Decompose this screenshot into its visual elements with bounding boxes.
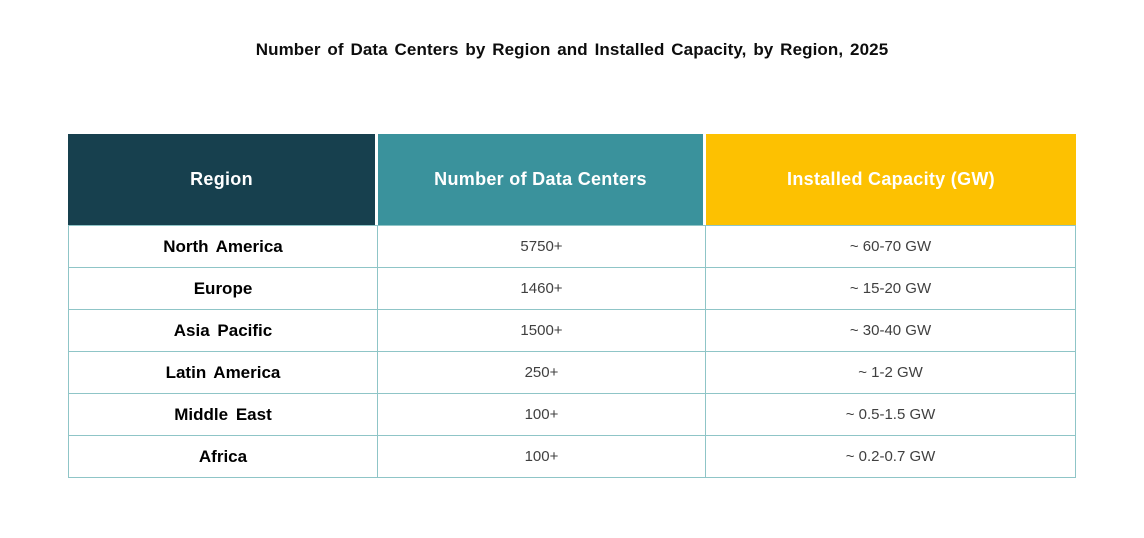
table-row: North America 5750+ ~ 60-70 GW — [68, 225, 1076, 268]
table-row: Asia Pacific 1500+ ~ 30-40 GW — [68, 310, 1076, 352]
cell-data-centers: 5750+ — [378, 225, 706, 268]
cell-data-centers: 100+ — [378, 436, 706, 478]
cell-capacity: ~ 0.2-0.7 GW — [706, 436, 1076, 478]
column-header-installed-capacity: Installed Capacity (GW) — [706, 134, 1076, 225]
cell-capacity: ~ 30-40 GW — [706, 310, 1076, 352]
cell-capacity: ~ 1-2 GW — [706, 352, 1076, 394]
table-row: Africa 100+ ~ 0.2-0.7 GW — [68, 436, 1076, 478]
figure-title: Number of Data Centers by Region and Ins… — [255, 40, 889, 59]
column-header-data-centers: Number of Data Centers — [378, 134, 706, 225]
cell-region: Latin America — [68, 352, 378, 394]
cell-region: Africa — [68, 436, 378, 478]
cell-region: Europe — [68, 268, 378, 310]
table-row: Latin America 250+ ~ 1-2 GW — [68, 352, 1076, 394]
cell-region: Middle East — [68, 394, 378, 436]
cell-region: North America — [68, 225, 378, 268]
cell-capacity: ~ 60-70 GW — [706, 225, 1076, 268]
cell-data-centers: 250+ — [378, 352, 706, 394]
cell-data-centers: 100+ — [378, 394, 706, 436]
table-row: Europe 1460+ ~ 15-20 GW — [68, 268, 1076, 310]
cell-region: Asia Pacific — [68, 310, 378, 352]
data-centers-table: Region Number of Data Centers Installed … — [68, 134, 1076, 478]
table-row: Middle East 100+ ~ 0.5-1.5 GW — [68, 394, 1076, 436]
cell-capacity: ~ 0.5-1.5 GW — [706, 394, 1076, 436]
cell-data-centers: 1460+ — [378, 268, 706, 310]
header-row: Region Number of Data Centers Installed … — [68, 134, 1076, 225]
cell-capacity: ~ 15-20 GW — [706, 268, 1076, 310]
cell-data-centers: 1500+ — [378, 310, 706, 352]
column-header-region: Region — [68, 134, 378, 225]
